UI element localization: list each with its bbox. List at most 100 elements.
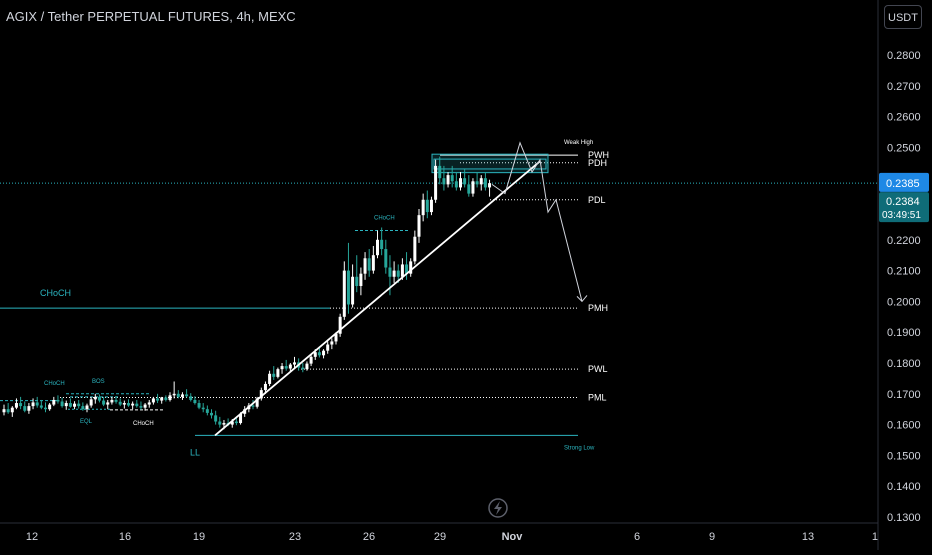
candle-body: [355, 276, 359, 286]
candle-body: [81, 406, 85, 410]
candle-body: [60, 401, 64, 407]
candle-body: [64, 403, 68, 407]
candle-body: [85, 405, 89, 410]
candle-body: [39, 405, 43, 408]
candle-body: [27, 406, 31, 411]
candle-body: [10, 407, 14, 413]
currency-button[interactable]: USDT: [884, 5, 922, 29]
zones-layer: [431, 153, 549, 174]
candle-body: [122, 403, 126, 405]
candle-body: [44, 407, 47, 410]
bos-label: BOS: [92, 379, 105, 385]
time-tick-label: 19: [193, 531, 205, 543]
candle-body: [446, 175, 450, 185]
candle-body: [475, 181, 479, 185]
candle-body: [413, 236, 417, 262]
candle-body: [288, 364, 292, 369]
candle-body: [35, 402, 39, 406]
candle-body: [139, 406, 143, 408]
candle-body: [450, 175, 454, 182]
time-tick-label: 12: [26, 531, 38, 543]
candle-body: [73, 403, 77, 407]
candle-body: [176, 393, 180, 397]
levels-layer: [0, 154, 878, 436]
candle-body: [434, 165, 438, 200]
candle-body: [305, 363, 309, 370]
candle-body: [14, 403, 18, 408]
candle-body: [272, 373, 276, 377]
current-price-label: 0.2384: [886, 196, 920, 208]
candle-body: [68, 403, 72, 407]
candle-body: [127, 403, 130, 406]
chart-title: AGIX / Tether PERPETUAL FUTURES, 4h, MEX…: [6, 9, 296, 24]
candle-body: [376, 239, 379, 256]
last-price-badge: [879, 172, 929, 192]
candle-body: [467, 184, 471, 194]
candle-body: [425, 199, 429, 213]
candle-body: [160, 397, 164, 401]
candle-body: [197, 403, 201, 408]
candle-body: [330, 341, 334, 345]
candles-layer: [2, 156, 492, 430]
candle-body: [234, 421, 238, 424]
pdh-label: PDH: [588, 158, 607, 168]
candle-body: [239, 413, 243, 424]
price-tick-label: 0.2000: [887, 296, 921, 308]
candle-body: [442, 178, 446, 185]
candle-body: [243, 409, 247, 414]
price-tick-label: 0.1500: [887, 450, 921, 462]
price-tick-label: 0.2700: [887, 81, 921, 93]
candle-body: [263, 383, 267, 391]
candle-body: [276, 369, 280, 377]
time-tick-label: 13: [802, 531, 814, 543]
candle-body: [313, 352, 317, 357]
candle-body: [147, 402, 151, 405]
candle-body: [363, 258, 367, 274]
choch-label: CHoCH: [40, 288, 71, 298]
candle-body: [19, 403, 23, 407]
candle-body: [251, 405, 255, 407]
candle-body: [102, 400, 106, 405]
candle-body: [309, 356, 313, 364]
pml-label: PML: [588, 392, 607, 402]
candle-body: [114, 399, 118, 402]
candle-body: [218, 421, 222, 425]
candle-body: [255, 398, 259, 407]
price-tick-label: 0.1400: [887, 481, 921, 493]
candle-body: [346, 270, 350, 305]
candle-body: [77, 403, 81, 407]
candle-body: [483, 178, 487, 188]
time-tick-label: 1: [872, 531, 878, 543]
candle-body: [371, 255, 375, 271]
candle-body: [156, 398, 160, 401]
candle-body: [189, 396, 193, 400]
candle-body: [421, 199, 425, 216]
price-tick-label: 0.1300: [887, 512, 921, 524]
candle-body: [97, 396, 101, 401]
price-tick-label: 0.1900: [887, 327, 921, 339]
candle-body: [164, 397, 168, 400]
price-tick-label: 0.1700: [887, 389, 921, 401]
candle-body: [351, 276, 355, 305]
candle-body: [106, 402, 110, 405]
candle-body: [396, 270, 400, 277]
time-tick-label: 26: [363, 531, 375, 543]
candle-body: [454, 181, 458, 188]
candle-body: [110, 399, 114, 403]
candle-body: [417, 215, 421, 237]
candle-body: [230, 421, 234, 425]
choch-upper-label: CHoCH: [374, 216, 395, 222]
candle-body: [280, 366, 284, 370]
time-tick-label: 6: [634, 531, 640, 543]
candle-body: [471, 181, 475, 194]
candle-body: [193, 399, 197, 404]
candle-body: [259, 390, 263, 399]
time-tick-label: 29: [434, 531, 446, 543]
candle-body: [359, 273, 363, 286]
candle-body: [380, 239, 384, 250]
candle-body: [180, 394, 184, 397]
